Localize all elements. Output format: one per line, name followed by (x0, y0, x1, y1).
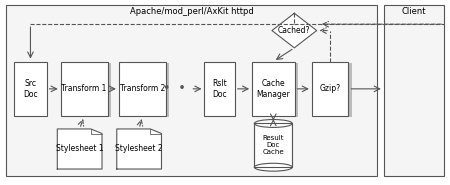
Text: Src
Doc: Src Doc (23, 79, 38, 99)
Bar (254, 123, 292, 167)
Text: •  •: • • (163, 82, 186, 95)
FancyBboxPatch shape (312, 62, 348, 116)
FancyBboxPatch shape (384, 5, 444, 176)
FancyBboxPatch shape (252, 62, 295, 116)
Bar (254, 123, 292, 167)
FancyBboxPatch shape (122, 63, 169, 117)
Text: Rslt
Doc: Rslt Doc (212, 79, 227, 99)
Polygon shape (57, 129, 102, 169)
Text: Transform 2: Transform 2 (120, 84, 165, 93)
FancyBboxPatch shape (255, 63, 297, 117)
Text: Client: Client (402, 7, 426, 16)
Text: Apache/mod_perl/AxKit httpd: Apache/mod_perl/AxKit httpd (130, 7, 253, 16)
Polygon shape (117, 129, 162, 169)
FancyBboxPatch shape (204, 62, 235, 116)
Text: Cache
Manager: Cache Manager (256, 79, 290, 99)
FancyBboxPatch shape (119, 62, 166, 116)
Text: Transform 1: Transform 1 (62, 84, 107, 93)
Ellipse shape (254, 120, 292, 127)
FancyBboxPatch shape (6, 5, 377, 176)
Text: Stylesheet 2: Stylesheet 2 (115, 144, 163, 154)
FancyBboxPatch shape (14, 62, 46, 116)
Text: Result
Doc
Cache: Result Doc Cache (262, 135, 284, 155)
FancyBboxPatch shape (315, 63, 351, 117)
Text: Gzip?: Gzip? (320, 84, 341, 93)
FancyBboxPatch shape (64, 63, 111, 117)
Bar (254, 123, 292, 167)
Text: Stylesheet 1: Stylesheet 1 (56, 144, 104, 154)
Text: Cached?: Cached? (278, 26, 310, 35)
FancyBboxPatch shape (61, 62, 108, 116)
Polygon shape (272, 13, 317, 48)
Ellipse shape (254, 163, 292, 171)
